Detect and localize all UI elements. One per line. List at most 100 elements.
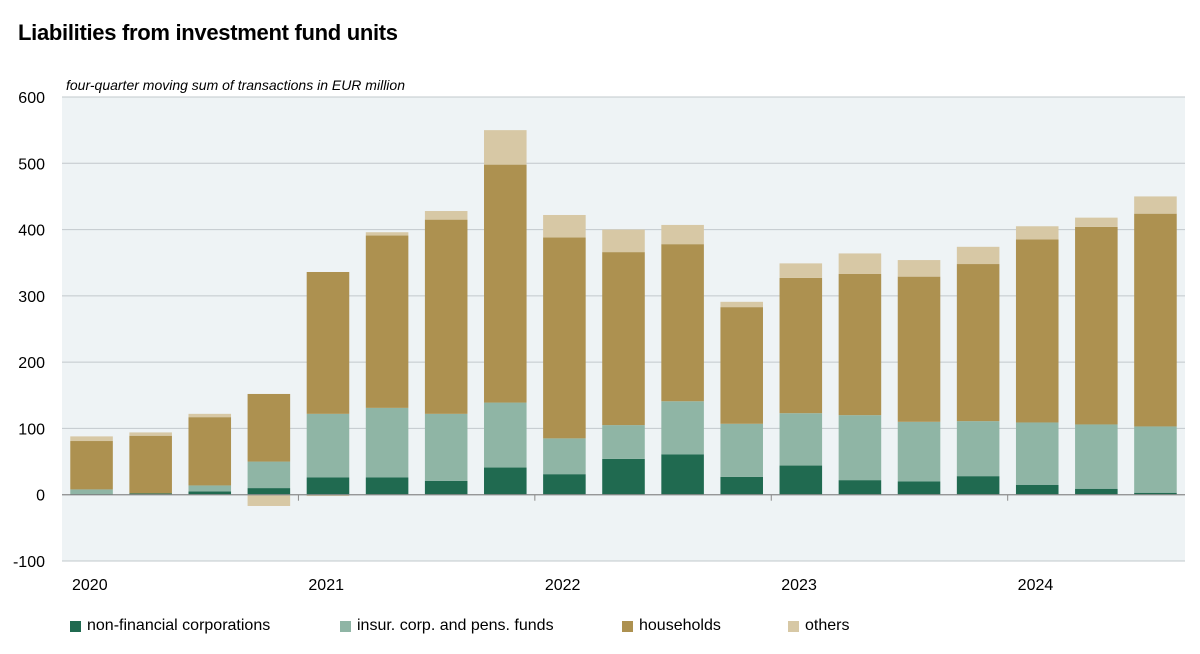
bar-segment <box>365 235 409 408</box>
bar-segment <box>247 494 291 506</box>
y-tick-label: 500 <box>18 156 45 173</box>
bar-segment <box>838 253 882 274</box>
bar-segment <box>129 432 172 436</box>
legend-swatch <box>340 620 351 632</box>
x-year-label: 2020 <box>72 577 108 594</box>
chart-title: Liabilities from investment fund units <box>18 20 398 45</box>
bar-segment <box>543 474 586 495</box>
bar-segment <box>661 224 704 245</box>
bar-segment <box>365 477 409 495</box>
bar-stack-2022Q3 <box>661 224 704 495</box>
bar-segment <box>306 413 350 478</box>
bar-segment <box>247 488 291 495</box>
bar-segment <box>70 441 113 490</box>
bar-segment <box>484 402 527 468</box>
bar-segment <box>188 491 232 495</box>
x-year-label: 2023 <box>781 577 817 594</box>
bar-stack-2020Q3 <box>188 413 232 495</box>
bars <box>70 130 1177 506</box>
bar-segment <box>484 164 527 403</box>
bar-segment <box>838 415 882 481</box>
bar-stack-2023Q2 <box>838 253 882 495</box>
bar-segment <box>129 493 172 495</box>
bar-segment <box>956 264 1000 422</box>
bar-segment <box>365 232 409 236</box>
bar-segment <box>1015 239 1059 423</box>
legend-swatch <box>788 620 799 632</box>
bar-stack-2024Q2 <box>1075 217 1118 495</box>
legend: non-financial corporations insur. corp. … <box>70 617 1170 639</box>
bar-segment <box>602 252 645 426</box>
bar-stack-2020Q4 <box>247 393 291 506</box>
bar-segment <box>661 454 704 495</box>
x-year-label: 2024 <box>1018 577 1054 594</box>
bar-segment <box>1075 226 1118 425</box>
bar-segment <box>247 393 291 462</box>
bar-stack-2024Q3 <box>1134 196 1177 495</box>
bar-segment <box>956 421 1000 477</box>
bar-stack-2020Q2 <box>129 432 172 495</box>
x-year-label: 2021 <box>308 577 344 594</box>
bar-segment <box>1075 488 1118 495</box>
bar-segment <box>188 485 232 492</box>
bar-segment <box>779 277 823 414</box>
bar-segment <box>1075 217 1118 227</box>
legend-swatch <box>622 620 633 632</box>
bar-segment <box>484 467 527 495</box>
bar-segment <box>306 494 350 497</box>
legend-item-insurance-pension-funds: insur. corp. and pens. funds <box>340 617 554 635</box>
bar-segment <box>188 417 232 486</box>
chart-subtitle: four-quarter moving sum of transactions … <box>66 77 405 93</box>
bar-segment <box>424 413 468 481</box>
bar-segment <box>129 435 172 494</box>
y-tick-label: 600 <box>18 90 45 107</box>
bar-segment <box>1015 226 1059 240</box>
bar-segment <box>543 237 586 439</box>
bar-segment <box>661 244 704 402</box>
bar-segment <box>720 307 763 424</box>
bar-segment <box>484 130 527 165</box>
bar-segment <box>661 401 704 455</box>
bar-stack-2023Q1 <box>779 263 823 495</box>
bar-segment <box>897 421 941 482</box>
bar-stack-2021Q2 <box>365 232 409 495</box>
bar-segment <box>1134 426 1177 493</box>
bar-stack-2021Q1 <box>306 271 350 497</box>
bar-segment <box>779 413 823 466</box>
bar-segment <box>1134 492 1177 495</box>
bar-segment <box>897 276 941 422</box>
bar-segment <box>1075 424 1118 489</box>
bar-segment <box>306 271 350 414</box>
y-tick-label: 400 <box>18 223 45 240</box>
legend-label: non-financial corporations <box>87 617 271 634</box>
axes: -100 0 100 200 300 400 500 600 2020 2021 2022 2023 2… <box>13 90 1185 594</box>
legend-item-households: households <box>622 617 721 635</box>
bar-stack-2023Q4 <box>956 246 1000 495</box>
bar-segment <box>1015 422 1059 485</box>
bar-stack-2022Q2 <box>602 229 645 495</box>
bar-segment <box>720 301 763 308</box>
bar-segment <box>956 476 1000 495</box>
bar-segment <box>1134 213 1177 427</box>
bar-segment <box>247 461 291 489</box>
bar-segment <box>602 229 645 253</box>
bar-segment <box>424 480 468 495</box>
bar-segment <box>779 263 823 278</box>
x-year-label: 2022 <box>545 577 581 594</box>
y-tick-label: 100 <box>18 421 45 438</box>
bar-segment <box>543 214 586 238</box>
bar-segment <box>543 438 586 475</box>
bar-segment <box>70 436 113 442</box>
legend-label: households <box>639 617 721 634</box>
y-tick-label: 300 <box>18 289 45 306</box>
y-tick-label: 0 <box>36 488 45 505</box>
legend-item-non-financial-corporations: non-financial corporations <box>70 617 270 635</box>
bar-segment <box>602 458 645 495</box>
bar-segment <box>720 423 763 477</box>
bar-stack-2022Q1 <box>543 214 586 495</box>
bar-segment <box>720 476 763 495</box>
bar-stack-2021Q3 <box>424 211 468 495</box>
bar-stack-2020Q1 <box>70 436 113 495</box>
bar-segment <box>956 246 1000 265</box>
